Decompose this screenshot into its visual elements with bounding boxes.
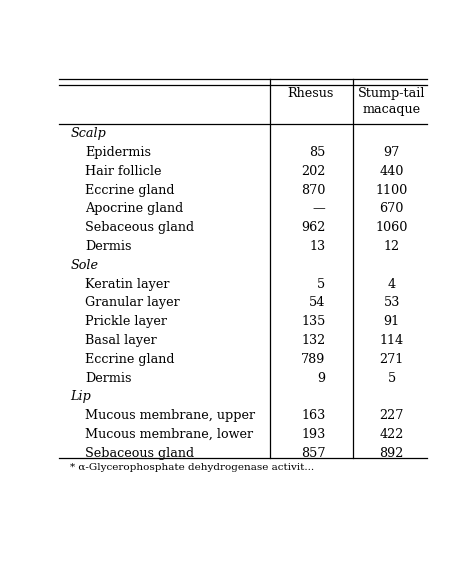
Text: 54: 54 xyxy=(309,296,326,310)
Text: Scalp: Scalp xyxy=(70,127,106,140)
Text: Dermis: Dermis xyxy=(85,371,131,385)
Text: Eccrine gland: Eccrine gland xyxy=(85,353,174,366)
Text: Sebaceous gland: Sebaceous gland xyxy=(85,447,194,460)
Text: 1060: 1060 xyxy=(375,222,408,234)
Text: 163: 163 xyxy=(301,410,326,422)
Text: Stump-tail
macaque: Stump-tail macaque xyxy=(358,87,426,116)
Text: 85: 85 xyxy=(309,146,326,159)
Text: Mucous membrane, upper: Mucous membrane, upper xyxy=(85,410,255,422)
Text: 1100: 1100 xyxy=(375,183,408,197)
Text: 870: 870 xyxy=(301,183,326,197)
Text: 53: 53 xyxy=(383,296,400,310)
Text: Sole: Sole xyxy=(70,259,98,272)
Text: 4: 4 xyxy=(388,278,396,291)
Text: 892: 892 xyxy=(380,447,404,460)
Text: Keratin layer: Keratin layer xyxy=(85,278,170,291)
Text: Epidermis: Epidermis xyxy=(85,146,151,159)
Text: 670: 670 xyxy=(380,202,404,215)
Text: Eccrine gland: Eccrine gland xyxy=(85,183,174,197)
Text: 132: 132 xyxy=(301,334,326,347)
Text: 5: 5 xyxy=(388,371,396,385)
Text: Rhesus: Rhesus xyxy=(288,87,334,100)
Text: 13: 13 xyxy=(310,240,326,253)
Text: 12: 12 xyxy=(383,240,400,253)
Text: 440: 440 xyxy=(380,165,404,178)
Text: Dermis: Dermis xyxy=(85,240,131,253)
Text: * α-Glycerophosphate dehydrogenase activit...: * α-Glycerophosphate dehydrogenase activ… xyxy=(70,463,314,472)
Text: —: — xyxy=(313,202,326,215)
Text: 271: 271 xyxy=(380,353,404,366)
Text: Apocrine gland: Apocrine gland xyxy=(85,202,183,215)
Text: 9: 9 xyxy=(318,371,326,385)
Text: Lip: Lip xyxy=(70,390,91,403)
Text: 97: 97 xyxy=(383,146,400,159)
Text: Hair follicle: Hair follicle xyxy=(85,165,162,178)
Text: Mucous membrane, lower: Mucous membrane, lower xyxy=(85,428,253,441)
Text: 202: 202 xyxy=(301,165,326,178)
Text: Basal layer: Basal layer xyxy=(85,334,157,347)
Text: 5: 5 xyxy=(317,278,326,291)
Text: 857: 857 xyxy=(301,447,326,460)
Text: 422: 422 xyxy=(380,428,404,441)
Text: Granular layer: Granular layer xyxy=(85,296,180,310)
Text: Prickle layer: Prickle layer xyxy=(85,315,167,328)
Text: 114: 114 xyxy=(380,334,404,347)
Text: Sebaceous gland: Sebaceous gland xyxy=(85,222,194,234)
Text: 227: 227 xyxy=(380,410,404,422)
Text: 789: 789 xyxy=(301,353,326,366)
Text: 962: 962 xyxy=(301,222,326,234)
Text: 135: 135 xyxy=(301,315,326,328)
Text: 91: 91 xyxy=(383,315,400,328)
Text: 193: 193 xyxy=(301,428,326,441)
